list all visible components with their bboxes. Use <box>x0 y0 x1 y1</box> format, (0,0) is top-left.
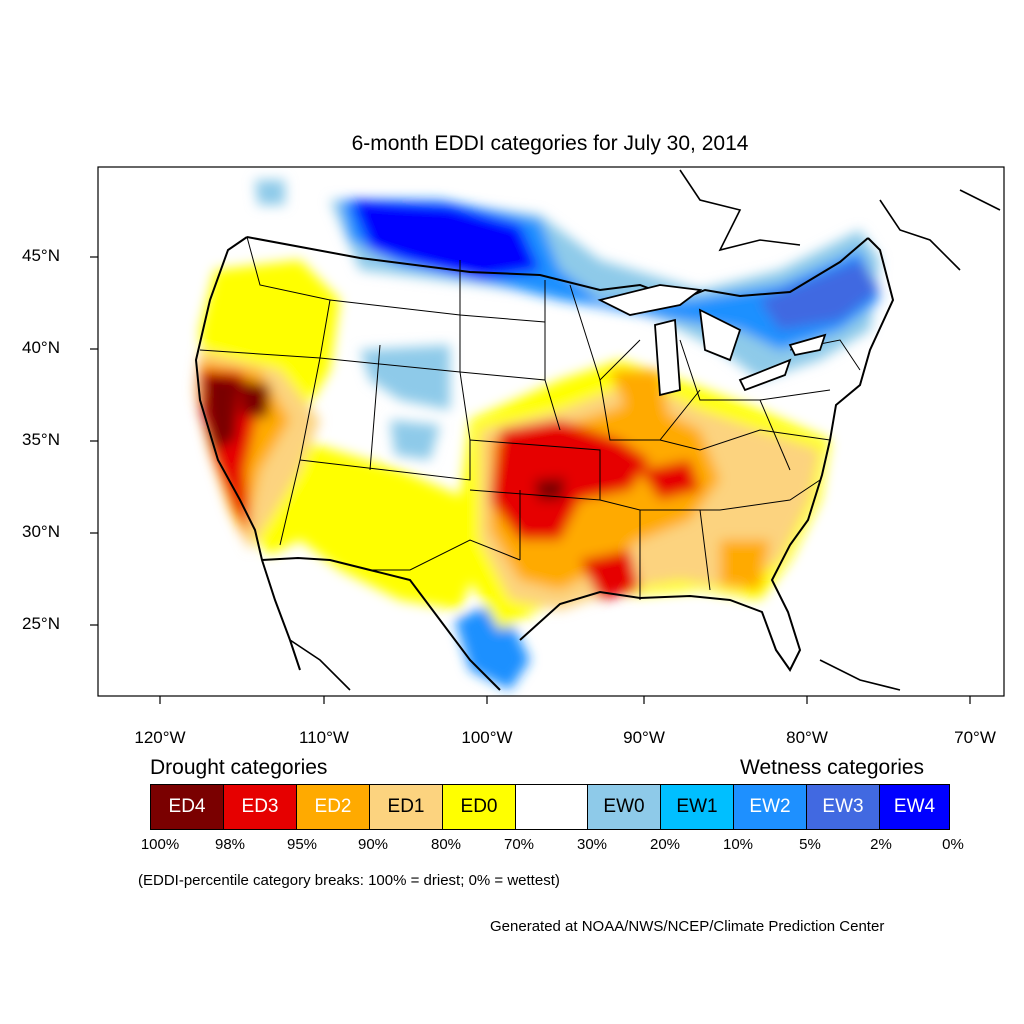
map-frame <box>97 166 1005 697</box>
drought-categories-title: Drought categories <box>150 756 328 779</box>
break-20: 20% <box>649 836 681 853</box>
great-lakes <box>597 284 827 397</box>
legend-ed1: ED1 <box>369 784 443 830</box>
break-90: 90% <box>357 836 389 853</box>
lat-label-35: 35°N <box>22 430 60 449</box>
legend-ew2: EW2 <box>733 784 807 830</box>
lat-label-30: 30°N <box>22 522 60 541</box>
break-98: 98% <box>214 836 246 853</box>
break-95: 95% <box>286 836 318 853</box>
lon-label-80: 80°W <box>786 728 828 747</box>
lat-label-45: 45°N <box>22 246 60 265</box>
lon-label-70: 70°W <box>954 728 996 747</box>
lon-label-110: 110°W <box>299 728 349 747</box>
break-70: 70% <box>503 836 535 853</box>
break-2: 2% <box>870 836 892 853</box>
legend-ed3: ED3 <box>223 784 297 830</box>
legend-ew1: EW1 <box>660 784 734 830</box>
mexico-coast <box>289 639 901 691</box>
legend-ed4: ED4 <box>150 784 224 830</box>
lon-label-100: 100°W <box>461 728 513 747</box>
lat-label-25: 25°N <box>22 614 60 633</box>
legend-ew3: EW3 <box>806 784 880 830</box>
lat-label-40: 40°N <box>22 338 60 357</box>
map-title: 6-month EDDI categories for July 30, 201… <box>351 132 749 155</box>
canada-coast <box>679 169 1001 271</box>
category-breaks-note: (EDDI-percentile category breaks: 100% =… <box>138 872 560 889</box>
break-100: 100% <box>140 836 180 853</box>
eddi-category-field <box>195 180 880 690</box>
legend-ew0: EW0 <box>587 784 661 830</box>
credit-line: Generated at NOAA/NWS/NCEP/Climate Predi… <box>490 918 885 935</box>
legend-ed2: ED2 <box>296 784 370 830</box>
break-30: 30% <box>576 836 608 853</box>
break-10: 10% <box>722 836 754 853</box>
legend-ew4: EW4 <box>879 784 950 830</box>
lon-label-120: 120°W <box>134 728 186 747</box>
break-80: 80% <box>430 836 462 853</box>
state-boundaries <box>199 236 861 600</box>
legend-ed0: ED0 <box>442 784 516 830</box>
coastline <box>194 236 895 691</box>
break-5: 5% <box>799 836 821 853</box>
wetness-categories-title: Wetness categories <box>740 756 925 779</box>
lon-label-90: 90°W <box>623 728 665 747</box>
break-0: 0% <box>942 836 964 853</box>
legend-neutral <box>515 784 588 830</box>
axis-ticks <box>90 256 971 704</box>
